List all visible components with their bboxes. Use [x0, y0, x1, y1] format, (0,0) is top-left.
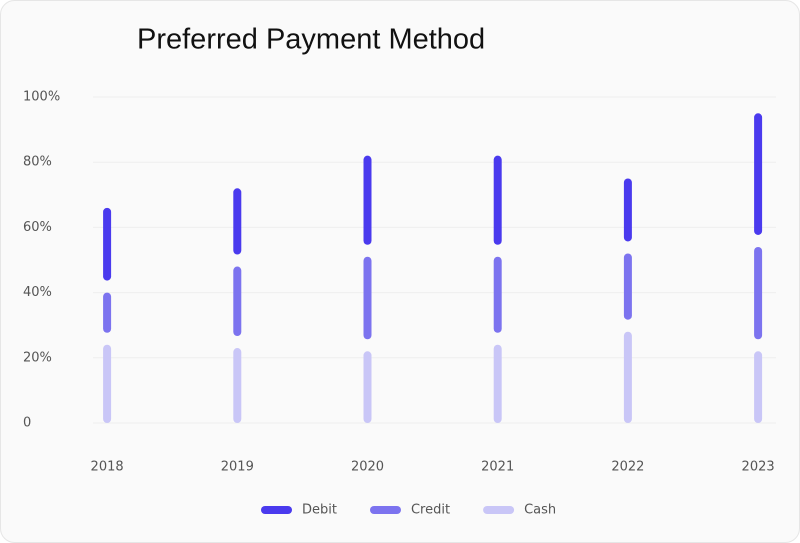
bar-segment	[363, 256, 372, 340]
bar-segment	[233, 266, 242, 337]
x-tick-label: 2019	[221, 460, 254, 475]
bar-segment	[493, 344, 502, 423]
bar-segment	[103, 344, 112, 423]
bar-segment	[103, 292, 112, 333]
legend-swatch	[483, 506, 515, 514]
bar-segment	[623, 253, 632, 320]
bar-segment	[103, 207, 112, 281]
bar-segment	[493, 155, 502, 245]
chart-title: Preferred Payment Method	[137, 24, 485, 56]
bar-segment	[233, 188, 242, 255]
x-tick-label: 2018	[91, 460, 124, 475]
y-tick-label: 60%	[23, 220, 52, 235]
bar-segment	[493, 256, 502, 333]
y-tick-label: 40%	[23, 285, 52, 300]
y-tick-label: 0	[23, 416, 31, 431]
x-tick-label: 2021	[481, 460, 514, 475]
bar-segment	[623, 178, 632, 242]
bar-segment	[363, 351, 372, 423]
legend-swatch	[261, 506, 292, 514]
x-tick-label: 2022	[611, 460, 644, 475]
y-tick-label: 100%	[23, 90, 60, 105]
legend-label: Credit	[411, 503, 450, 518]
bar-segment	[754, 351, 763, 423]
y-tick-label: 20%	[23, 350, 52, 365]
legend-swatch	[369, 506, 401, 514]
x-tick-label: 2023	[742, 460, 775, 475]
bar-segment	[233, 348, 242, 423]
legend-label: Cash	[524, 503, 556, 518]
y-tick-label: 80%	[23, 155, 52, 170]
x-tick-label: 2020	[351, 460, 384, 475]
bar-segment	[623, 331, 632, 423]
bar-segment	[754, 113, 763, 235]
bar-segment	[754, 246, 763, 340]
legend-label: Debit	[302, 503, 337, 518]
bar-segment	[363, 155, 372, 245]
